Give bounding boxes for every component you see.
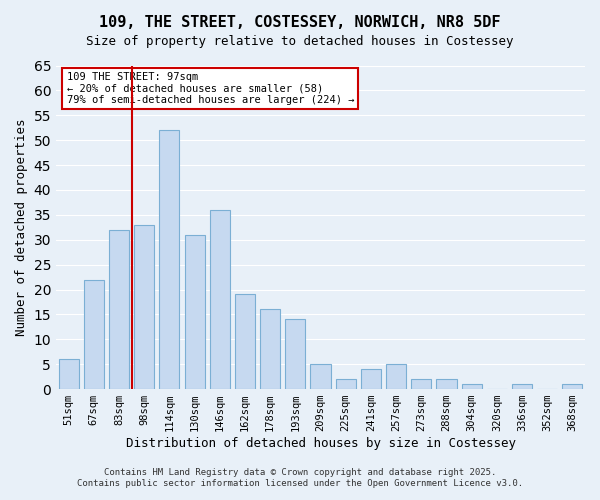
Bar — [285, 320, 305, 389]
Text: Contains HM Land Registry data © Crown copyright and database right 2025.
Contai: Contains HM Land Registry data © Crown c… — [77, 468, 523, 487]
Bar — [109, 230, 129, 389]
Bar — [335, 379, 356, 389]
Y-axis label: Number of detached properties: Number of detached properties — [15, 118, 28, 336]
Bar — [411, 379, 431, 389]
Text: 109, THE STREET, COSTESSEY, NORWICH, NR8 5DF: 109, THE STREET, COSTESSEY, NORWICH, NR8… — [99, 15, 501, 30]
Bar — [160, 130, 179, 389]
Bar — [361, 369, 381, 389]
Bar — [562, 384, 583, 389]
Bar — [512, 384, 532, 389]
Bar — [209, 210, 230, 389]
Bar — [84, 280, 104, 389]
Bar — [310, 364, 331, 389]
Bar — [235, 294, 255, 389]
Bar — [59, 359, 79, 389]
Bar — [461, 384, 482, 389]
Text: 109 THE STREET: 97sqm
← 20% of detached houses are smaller (58)
79% of semi-deta: 109 THE STREET: 97sqm ← 20% of detached … — [67, 72, 354, 105]
Bar — [185, 235, 205, 389]
Bar — [134, 225, 154, 389]
X-axis label: Distribution of detached houses by size in Costessey: Distribution of detached houses by size … — [125, 437, 515, 450]
Bar — [386, 364, 406, 389]
Bar — [260, 310, 280, 389]
Bar — [436, 379, 457, 389]
Text: Size of property relative to detached houses in Costessey: Size of property relative to detached ho… — [86, 35, 514, 48]
